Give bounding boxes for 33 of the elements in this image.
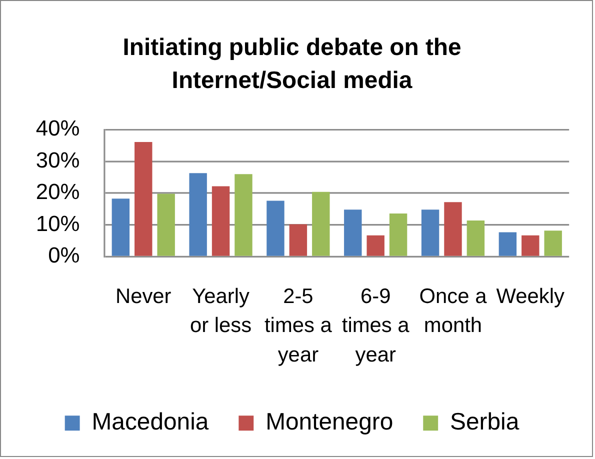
- x-tick-label: Once a month: [419, 284, 488, 338]
- x-tick-label: Yearly or less: [190, 284, 252, 338]
- bar: [234, 174, 252, 256]
- y-tick-label: 10%: [36, 210, 80, 236]
- y-tick-label: 30%: [36, 147, 80, 172]
- y-tick-label: 20%: [36, 179, 80, 204]
- chart-title: Initiating public debate on the Internet/Social media: [122, 34, 462, 94]
- x-tick-label: 2-5 times a year: [264, 284, 332, 367]
- bar: [312, 192, 330, 256]
- y-tick-label: 40%: [36, 116, 80, 141]
- bar: [389, 213, 408, 256]
- bar: [498, 232, 517, 256]
- x-tick-label: Weekly: [496, 284, 566, 308]
- bar: [112, 198, 130, 256]
- bar: [466, 220, 485, 256]
- bar: [289, 224, 308, 256]
- legend-label: Macedonia: [92, 408, 210, 436]
- bar: [544, 230, 562, 256]
- bar: [444, 202, 462, 256]
- x-tick-label: Never: [115, 284, 172, 308]
- bar: [134, 142, 152, 256]
- bar: [522, 235, 540, 256]
- y-tick-label: 0%: [48, 242, 80, 268]
- bar: [366, 235, 384, 256]
- bar: [421, 210, 440, 256]
- bar: [266, 200, 284, 256]
- legend-label: Serbia: [450, 408, 520, 436]
- bar: [189, 173, 207, 256]
- x-tick-label: 6-9 times a year: [342, 284, 410, 367]
- legend-label: Montenegro: [266, 408, 394, 436]
- bar: [157, 194, 175, 256]
- bar: [212, 186, 230, 256]
- bar: [344, 210, 362, 256]
